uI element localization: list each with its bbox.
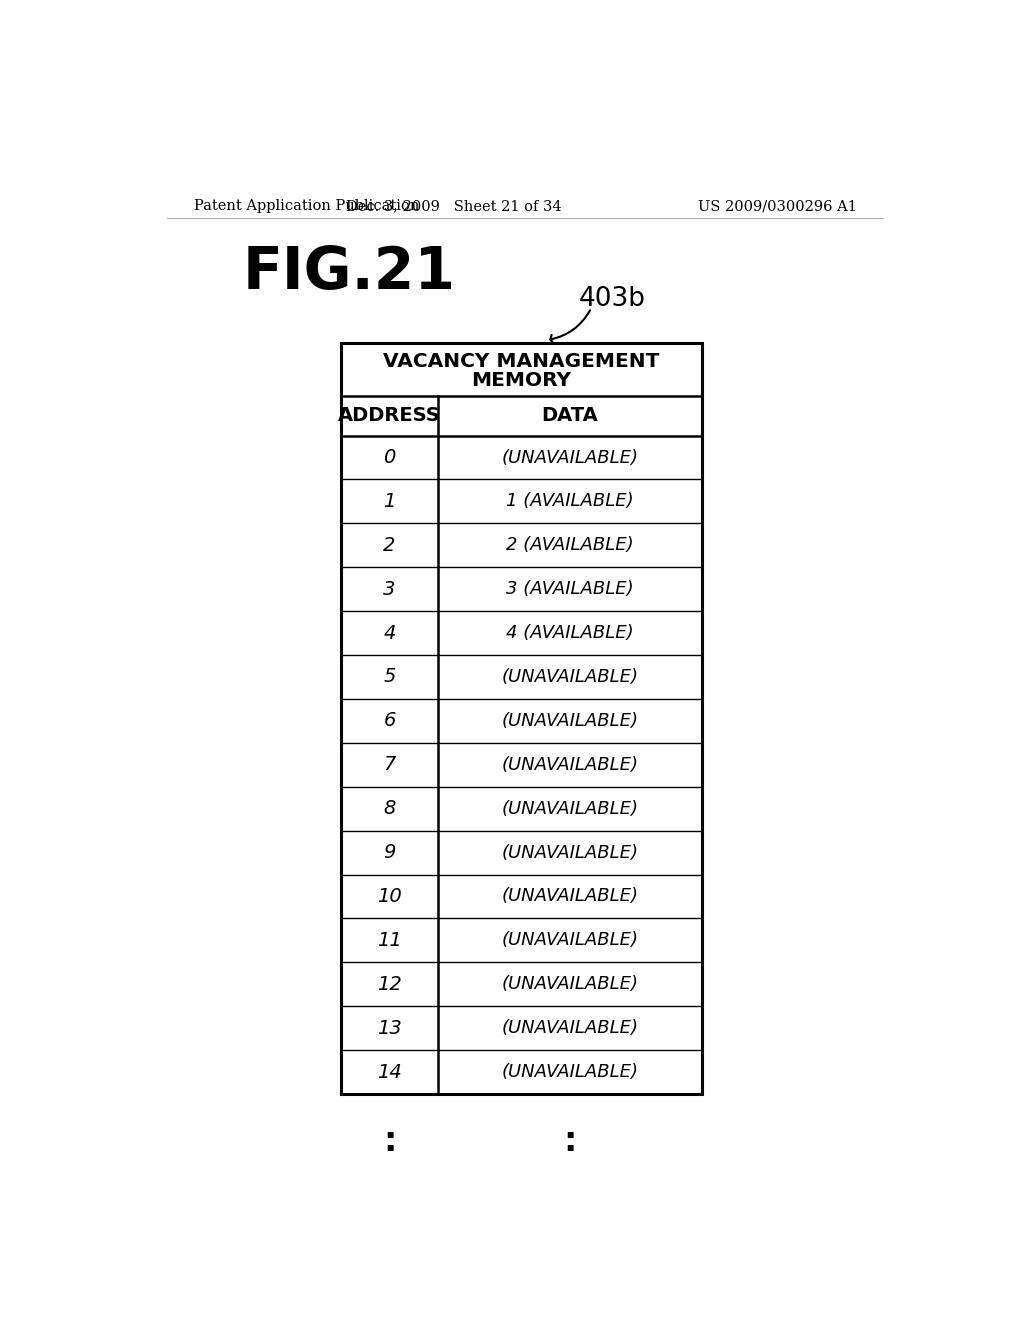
Text: 10: 10 [377,887,402,906]
Text: :: : [383,1125,396,1158]
Text: 3: 3 [383,579,395,599]
Text: FIG.21: FIG.21 [243,244,456,301]
Text: (UNAVAILABLE): (UNAVAILABLE) [502,887,638,906]
Text: 12: 12 [377,974,402,994]
Text: 403b: 403b [579,285,646,312]
Text: MEMORY: MEMORY [471,371,571,389]
Text: VACANCY MANAGEMENT: VACANCY MANAGEMENT [383,352,659,371]
Text: (UNAVAILABLE): (UNAVAILABLE) [502,843,638,862]
Text: (UNAVAILABLE): (UNAVAILABLE) [502,975,638,993]
Text: 1: 1 [383,492,395,511]
Text: 11: 11 [377,931,402,950]
Text: 14: 14 [377,1063,402,1081]
Text: 2: 2 [383,536,395,554]
Text: (UNAVAILABLE): (UNAVAILABLE) [502,449,638,466]
Text: 2 (AVAILABLE): 2 (AVAILABLE) [506,536,634,554]
Text: (UNAVAILABLE): (UNAVAILABLE) [502,1063,638,1081]
Bar [341,343,701,1094]
Text: 3 (AVAILABLE): 3 (AVAILABLE) [506,581,634,598]
Text: US 2009/0300296 A1: US 2009/0300296 A1 [697,199,856,213]
Text: Dec. 3, 2009   Sheet 21 of 34: Dec. 3, 2009 Sheet 21 of 34 [346,199,561,213]
Text: 4: 4 [383,623,395,643]
Text: 13: 13 [377,1019,402,1038]
Text: (UNAVAILABLE): (UNAVAILABLE) [502,1019,638,1038]
Text: (UNAVAILABLE): (UNAVAILABLE) [502,756,638,774]
Text: 1 (AVAILABLE): 1 (AVAILABLE) [506,492,634,511]
Text: 5: 5 [383,668,395,686]
Text: 6: 6 [383,711,395,730]
Text: (UNAVAILABLE): (UNAVAILABLE) [502,711,638,730]
Text: :: : [563,1125,577,1158]
Text: 7: 7 [383,755,395,775]
Text: ADDRESS: ADDRESS [338,407,441,425]
Text: (UNAVAILABLE): (UNAVAILABLE) [502,932,638,949]
Text: 9: 9 [383,843,395,862]
Text: Patent Application Publication: Patent Application Publication [194,199,419,213]
Text: 8: 8 [383,799,395,818]
Text: (UNAVAILABLE): (UNAVAILABLE) [502,800,638,817]
Text: 0: 0 [383,447,395,467]
Text: (UNAVAILABLE): (UNAVAILABLE) [502,668,638,686]
Text: 4 (AVAILABLE): 4 (AVAILABLE) [506,624,634,642]
Text: DATA: DATA [542,407,598,425]
